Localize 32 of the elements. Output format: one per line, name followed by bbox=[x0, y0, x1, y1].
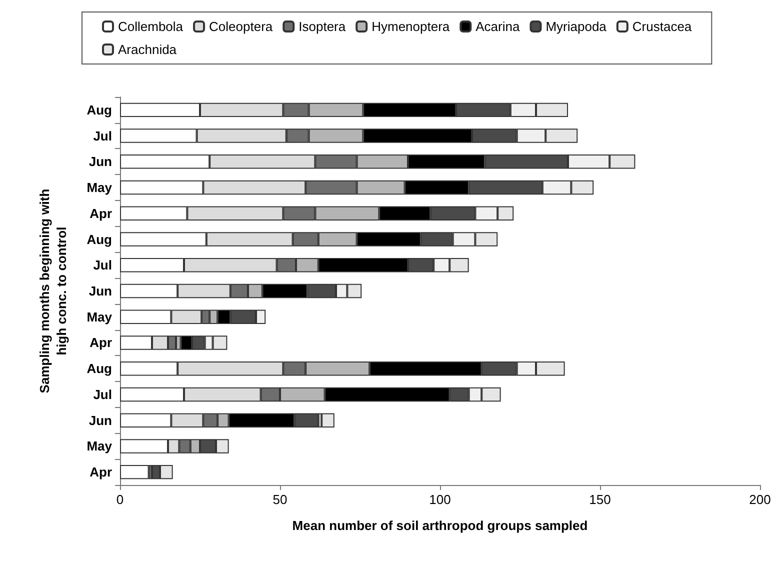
legend-label: Hymenoptera bbox=[372, 19, 450, 34]
x-tick-label: 150 bbox=[589, 492, 611, 507]
legend-label: Arachnida bbox=[118, 42, 178, 57]
legend-label: Isoptera bbox=[298, 19, 346, 34]
legend-label: Myriapoda bbox=[546, 19, 608, 34]
y-tick-label: Jul bbox=[93, 386, 112, 402]
y-tick-label: May bbox=[86, 309, 113, 324]
y-tick-label: May bbox=[86, 180, 113, 196]
x-tick-label: 50 bbox=[272, 492, 288, 507]
legend-label: Coleoptera bbox=[209, 19, 274, 34]
x-tick-label: 200 bbox=[749, 492, 771, 507]
x-tick-label: 100 bbox=[429, 492, 451, 507]
legend-label: Crustacea bbox=[632, 19, 692, 34]
y-tick-label: Apr bbox=[90, 206, 112, 221]
y-tick-label: Jun bbox=[88, 284, 112, 298]
bar bbox=[322, 413, 334, 428]
y-tick-label: Aug bbox=[86, 232, 112, 247]
x-axis-title: Mean number of soil arthropod groups sampled bbox=[292, 518, 588, 533]
x-tick-label: 0 bbox=[116, 492, 124, 507]
y-axis-title: Sampling months beginning with high conc. to control bbox=[37, 188, 69, 394]
y-tick-label: Apr bbox=[90, 335, 112, 350]
y-tick-label: Aug bbox=[86, 102, 112, 118]
y-tick-label: May bbox=[86, 438, 113, 454]
bar bbox=[120, 464, 149, 480]
y-tick-label: Jul bbox=[93, 128, 112, 144]
y-tick-label: Jul bbox=[93, 258, 112, 273]
y-tick-label: Aug bbox=[86, 361, 112, 376]
legend-label: Acarina bbox=[476, 19, 520, 34]
y-tick-label: Jun bbox=[88, 412, 112, 428]
legend-label: Collembola bbox=[118, 19, 184, 34]
y-tick-label: Jun bbox=[88, 154, 112, 170]
y-tick-label: Apr bbox=[90, 464, 112, 480]
